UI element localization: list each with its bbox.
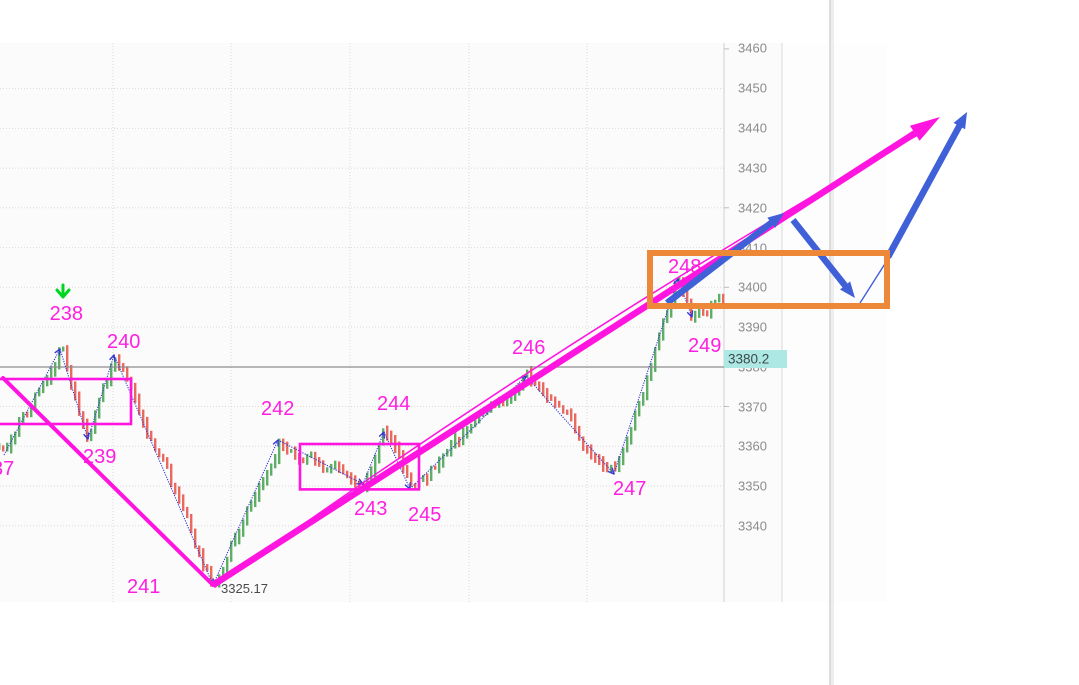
svg-text:3360: 3360: [738, 439, 767, 454]
svg-text:241: 241: [127, 576, 160, 598]
svg-text:3350: 3350: [738, 479, 767, 494]
svg-text:3420: 3420: [738, 201, 767, 216]
svg-text:242: 242: [261, 398, 294, 420]
svg-text:3460: 3460: [738, 41, 767, 56]
svg-text:238: 238: [50, 303, 83, 325]
svg-text:239: 239: [83, 446, 116, 468]
svg-text:3325.17: 3325.17: [221, 581, 268, 596]
svg-text:3380.2: 3380.2: [728, 352, 769, 367]
svg-text:3390: 3390: [738, 320, 767, 335]
svg-text:3400: 3400: [738, 280, 767, 295]
svg-text:245: 245: [408, 504, 441, 526]
svg-text:37: 37: [0, 458, 14, 480]
svg-text:3340: 3340: [738, 519, 767, 534]
svg-text:244: 244: [377, 393, 410, 415]
svg-text:3450: 3450: [738, 81, 767, 96]
svg-text:243: 243: [354, 498, 387, 520]
svg-text:246: 246: [512, 337, 545, 359]
svg-text:3430: 3430: [738, 161, 767, 176]
svg-text:3370: 3370: [738, 400, 767, 415]
svg-text:249: 249: [688, 335, 721, 357]
svg-text:247: 247: [613, 478, 646, 500]
svg-text:240: 240: [107, 331, 140, 353]
svg-text:3440: 3440: [738, 121, 767, 136]
